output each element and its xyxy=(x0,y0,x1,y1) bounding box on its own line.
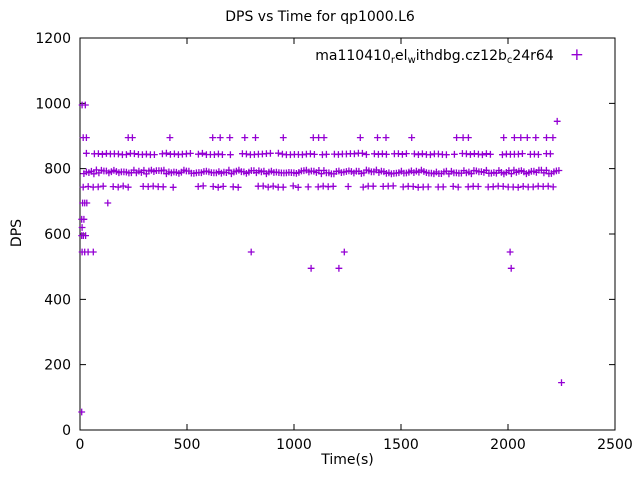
axis-ticks xyxy=(79,37,616,431)
y-axis-label: DPS xyxy=(9,218,25,248)
y-tick-label: 0 xyxy=(62,423,71,439)
x-tick-label: 500 xyxy=(174,437,201,453)
x-tick-label: 2000 xyxy=(490,437,526,453)
legend-plus-marker-icon: + xyxy=(569,45,584,65)
legend: ma110410relwithdbg.cz12bc24r64 + xyxy=(315,45,584,67)
legend-label-subscript: w xyxy=(407,55,416,66)
x-tick-label: 1000 xyxy=(276,437,312,453)
y-tick-label: 400 xyxy=(44,292,71,308)
y-tick-label: 200 xyxy=(44,358,71,374)
x-tick-label: 1500 xyxy=(383,437,419,453)
y-tick-label: 600 xyxy=(44,227,71,243)
x-tick-label: 0 xyxy=(76,437,85,453)
legend-series-label: ma110410relwithdbg.cz12bc24r64 xyxy=(315,48,554,66)
legend-label-segment: el xyxy=(395,48,408,64)
y-tick-label: 1200 xyxy=(35,31,71,47)
plot-border xyxy=(79,37,616,431)
legend-label-segment: ithdbg.cz12b xyxy=(415,48,507,64)
legend-label-segment: 24r64 xyxy=(512,48,554,64)
legend-label-subscript: c xyxy=(506,55,513,66)
x-tick-label: 2500 xyxy=(597,437,633,453)
legend-label-subscript: r xyxy=(390,55,396,66)
legend-label-segment: ma110410 xyxy=(315,48,391,64)
y-tick-label: 1000 xyxy=(35,96,71,112)
chart-title: DPS vs Time for qp1000.L6 xyxy=(225,9,415,25)
x-axis-label: Time(s) xyxy=(321,452,374,468)
y-tick-label: 800 xyxy=(44,162,71,178)
scatter-markers xyxy=(78,101,565,416)
